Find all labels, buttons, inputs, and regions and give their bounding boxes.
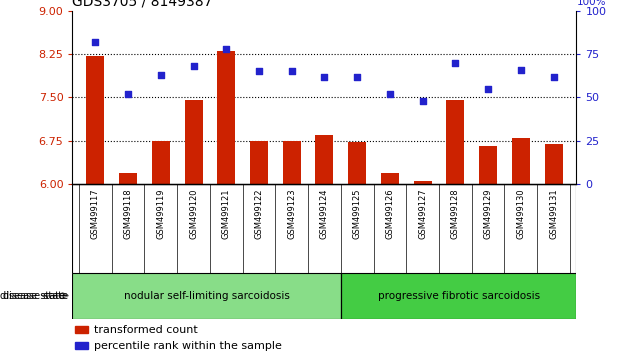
- Point: [221, 46, 231, 52]
- Bar: [283, 141, 301, 184]
- Text: transformed count: transformed count: [94, 325, 197, 335]
- Bar: [119, 172, 137, 184]
- Text: 100%: 100%: [576, 0, 606, 7]
- Text: GSM499120: GSM499120: [189, 188, 198, 239]
- Text: GDS3705 / 8149387: GDS3705 / 8149387: [72, 0, 213, 8]
- Text: GSM499122: GSM499122: [255, 188, 263, 239]
- Point: [90, 39, 100, 45]
- Bar: [185, 100, 202, 184]
- Text: GSM499118: GSM499118: [123, 188, 132, 239]
- Point: [385, 91, 395, 97]
- Point: [319, 74, 329, 79]
- Bar: [512, 138, 530, 184]
- Bar: [447, 100, 464, 184]
- Point: [516, 67, 526, 73]
- Text: GSM499129: GSM499129: [484, 188, 493, 239]
- Point: [549, 74, 559, 79]
- Text: disease state: disease state: [0, 291, 65, 301]
- Text: GSM499130: GSM499130: [517, 188, 525, 239]
- Text: GSM499128: GSM499128: [451, 188, 460, 239]
- Text: GSM499127: GSM499127: [418, 188, 427, 239]
- Point: [188, 63, 198, 69]
- Text: GSM499125: GSM499125: [353, 188, 362, 239]
- Point: [352, 74, 362, 79]
- Bar: [316, 135, 333, 184]
- Text: GSM499121: GSM499121: [222, 188, 231, 239]
- Bar: [250, 141, 268, 184]
- Text: GSM499126: GSM499126: [386, 188, 394, 239]
- Point: [483, 86, 493, 92]
- Point: [418, 98, 428, 104]
- Point: [254, 69, 264, 74]
- Bar: [72, 273, 341, 319]
- Bar: [152, 141, 170, 184]
- Bar: [381, 172, 399, 184]
- Bar: [341, 273, 576, 319]
- Text: progressive fibrotic sarcoidosis: progressive fibrotic sarcoidosis: [378, 291, 540, 301]
- Text: GSM499123: GSM499123: [287, 188, 296, 239]
- Point: [287, 69, 297, 74]
- Bar: [72, 273, 341, 319]
- Text: disease state: disease state: [3, 291, 68, 301]
- Bar: [76, 342, 88, 349]
- Text: percentile rank within the sample: percentile rank within the sample: [94, 341, 282, 350]
- Bar: [348, 142, 366, 184]
- Text: GSM499119: GSM499119: [156, 188, 165, 239]
- Text: GSM499117: GSM499117: [91, 188, 100, 239]
- Bar: [76, 326, 88, 333]
- Text: GSM499124: GSM499124: [320, 188, 329, 239]
- Bar: [479, 147, 497, 184]
- Text: nodular self-limiting sarcoidosis: nodular self-limiting sarcoidosis: [124, 291, 290, 301]
- Bar: [86, 56, 105, 184]
- Point: [156, 72, 166, 78]
- Bar: [544, 144, 563, 184]
- Point: [450, 60, 461, 65]
- Text: GSM499131: GSM499131: [549, 188, 558, 239]
- Bar: [414, 181, 432, 184]
- Bar: [341, 273, 576, 319]
- Point: [123, 91, 133, 97]
- Bar: [217, 51, 235, 184]
